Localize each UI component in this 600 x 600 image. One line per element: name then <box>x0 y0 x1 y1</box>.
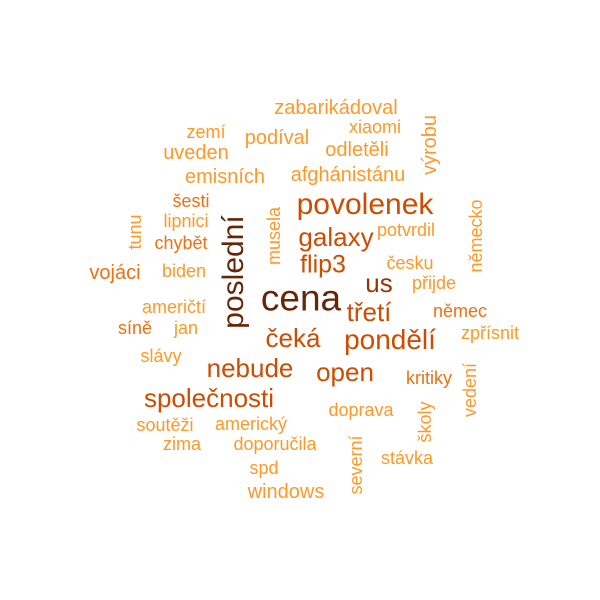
word-emisnich: emisních <box>184 166 266 188</box>
word-galaxy: galaxy <box>298 222 374 252</box>
word-spolecnosti: společnosti <box>143 383 275 413</box>
word-uveden: uveden <box>163 142 229 164</box>
word-podival: podíval <box>244 127 310 149</box>
word-americky: americký <box>214 414 288 434</box>
word-severni: severní <box>346 435 366 495</box>
word-pondeli: pondělí <box>344 324 436 355</box>
word-flip3: flip3 <box>300 250 346 279</box>
word-ceka: čeká <box>265 323 321 353</box>
word-vyrobu: výrobu <box>419 114 441 176</box>
word-windows: windows <box>247 481 325 503</box>
word-jan: jan <box>173 318 199 338</box>
word-musela: musela <box>264 206 284 266</box>
word-potvrdil: potvrdil <box>376 220 436 240</box>
word-zabarikadoval: zabarikádoval <box>274 97 398 119</box>
word-nemec: němec <box>432 301 488 321</box>
word-nemecko: německo <box>466 199 486 273</box>
word-tunu: tunu <box>125 214 145 250</box>
word-chybet: chybět <box>154 233 208 253</box>
word-cena: cena <box>260 277 342 319</box>
word-povolenek: povolenek <box>296 188 434 221</box>
word-zemi: zemí <box>186 122 226 142</box>
word-nebude: nebude <box>206 353 294 383</box>
word-biden: biden <box>161 261 207 281</box>
word-zima: zima <box>162 434 202 454</box>
word-spd: spd <box>249 458 279 478</box>
word-odleteli: odletěli <box>325 139 389 161</box>
word-skoly: školy <box>415 401 435 443</box>
word-afghanistanu: afghánistánu <box>290 164 406 186</box>
word-slavy: slávy <box>140 346 182 366</box>
word-sesti: šesti <box>172 191 210 211</box>
word-lipnici: lipnici <box>163 211 209 231</box>
word-vedeni: vedení <box>460 362 480 418</box>
word-americti: američtí <box>141 297 207 317</box>
word-vojaci: vojáci <box>89 262 141 284</box>
word-sine: síně <box>117 318 153 338</box>
word-us: us <box>365 268 393 298</box>
word-soutezi: soutěži <box>136 415 194 435</box>
word-zprisnit: zpřísnit <box>460 323 520 343</box>
word-doprava: doprava <box>328 400 394 420</box>
word-prijde: přijde <box>411 273 457 293</box>
word-open: open <box>316 357 374 387</box>
word-stavka: stávka <box>380 448 434 468</box>
word-posledni: poslední <box>217 215 250 329</box>
word-doporucila: doporučila <box>233 434 317 454</box>
word-cesku: česku <box>386 253 434 273</box>
word-xiaomi: xiaomi <box>348 117 402 137</box>
word-treti: třetí <box>346 297 392 327</box>
word-kritiky: kritiky <box>406 368 452 388</box>
